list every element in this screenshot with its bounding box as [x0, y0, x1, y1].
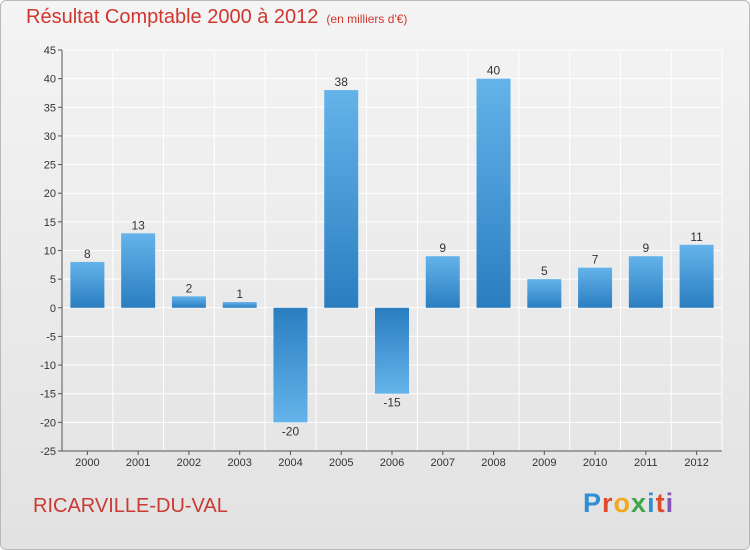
data-label-2008: 40 [487, 64, 501, 78]
data-label-2000: 8 [84, 247, 91, 261]
chart-title-text: Résultat Comptable 2000 à 2012 [26, 6, 319, 28]
x-tick-label-2009: 2009 [532, 457, 556, 469]
logo-letter: i [665, 488, 675, 518]
y-tick-label: 15 [44, 217, 56, 229]
bar-2003 [222, 302, 257, 308]
x-tick-label-2008: 2008 [481, 457, 505, 469]
x-tick-label-2006: 2006 [380, 457, 404, 469]
data-label-2011: 9 [643, 241, 650, 255]
logo-letter: P [583, 488, 603, 518]
data-label-2004: -20 [282, 424, 300, 438]
y-tick-label: -10 [40, 360, 56, 372]
x-tick-label-2005: 2005 [329, 457, 353, 469]
y-tick-label: 30 [44, 131, 56, 143]
y-tick-label: -25 [40, 446, 56, 458]
x-tick-label-2010: 2010 [583, 457, 607, 469]
bar-2007 [425, 256, 460, 308]
data-label-2010: 7 [592, 253, 599, 267]
bar-2002 [171, 296, 206, 308]
x-tick-label-2003: 2003 [227, 457, 251, 469]
y-tick-label: 0 [50, 303, 56, 315]
data-label-2007: 9 [439, 241, 446, 255]
x-tick-label-2000: 2000 [75, 457, 99, 469]
logo-letter: x [631, 488, 648, 518]
chart-title: Résultat Comptable 2000 à 2012 (en millie… [26, 6, 407, 29]
x-tick-label-2001: 2001 [126, 457, 150, 469]
bar-2004 [273, 307, 308, 423]
bar-2006 [375, 307, 409, 394]
y-tick-label: -15 [40, 389, 56, 401]
bar-2010 [578, 267, 613, 308]
bar-2011 [628, 256, 663, 308]
data-label-2009: 5 [541, 264, 548, 278]
y-tick-label: -20 [40, 417, 56, 429]
bar-2000 [70, 261, 105, 308]
x-tick-label-2007: 2007 [431, 457, 455, 469]
y-tick-label: -5 [46, 331, 56, 343]
chart-unit: (en milliers d'€) [326, 12, 408, 26]
bars [70, 78, 714, 423]
data-label-2005: 38 [335, 75, 349, 89]
y-tick-label: 5 [50, 274, 56, 286]
proxiti-logo: Proxiti [583, 488, 674, 519]
y-tick-label: 10 [44, 246, 56, 258]
logo-letter: o [613, 488, 632, 518]
bar-2008 [476, 78, 511, 308]
y-tick-label: 35 [44, 102, 56, 114]
bar-2009 [527, 279, 562, 308]
data-label-2003: 1 [236, 287, 243, 301]
y-tick-label: 25 [44, 160, 56, 172]
x-tick-label-2011: 2011 [634, 457, 658, 469]
x-tick-label-2004: 2004 [278, 457, 302, 469]
y-tick-label: 45 [44, 45, 56, 57]
y-tick-label: 20 [44, 188, 56, 200]
x-tick-label-2002: 2002 [177, 457, 201, 469]
labels: -25-20-15-10-505101520253035404582000132… [40, 45, 709, 469]
town-name: RICARVILLE-DU-VAL [33, 495, 228, 517]
axes [58, 49, 722, 455]
y-tick-label: 40 [44, 74, 56, 86]
bar-2012 [679, 244, 714, 308]
data-label-2001: 13 [131, 218, 145, 232]
data-label-2012: 11 [690, 230, 703, 244]
data-label-2002: 2 [186, 281, 193, 295]
logo-letter: t [655, 488, 666, 518]
logo-letter: r [602, 488, 614, 518]
data-label-2006: -15 [383, 396, 401, 410]
logo-letter: i [647, 488, 656, 518]
bar-2005 [324, 90, 359, 308]
bar-2001 [121, 233, 156, 308]
x-tick-label-2012: 2012 [684, 457, 708, 469]
